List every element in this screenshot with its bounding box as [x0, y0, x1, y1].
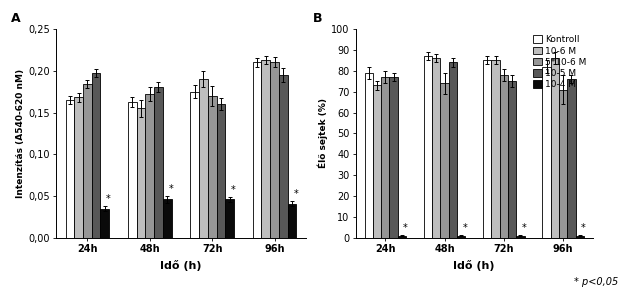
Bar — [492, 60, 500, 238]
Text: *: * — [581, 223, 586, 233]
Bar — [397, 236, 406, 238]
Bar — [508, 81, 516, 238]
Bar — [457, 236, 466, 238]
Bar — [389, 77, 397, 238]
Text: *: * — [168, 184, 173, 194]
Bar — [559, 90, 567, 238]
Bar — [154, 88, 163, 238]
Bar — [432, 58, 441, 238]
Bar — [364, 73, 373, 238]
Bar — [100, 209, 109, 238]
Bar — [74, 97, 83, 238]
Text: *: * — [462, 223, 467, 233]
Y-axis label: Élő sejtek (%): Élő sejtek (%) — [318, 98, 328, 168]
Bar — [381, 77, 389, 238]
X-axis label: Idő (h): Idő (h) — [454, 260, 495, 271]
Text: *: * — [106, 194, 111, 204]
Bar — [424, 56, 432, 238]
Bar — [217, 104, 225, 238]
Bar — [288, 204, 296, 238]
Text: *: * — [231, 185, 236, 195]
X-axis label: Idő (h): Idő (h) — [160, 260, 202, 271]
Text: A: A — [11, 12, 21, 25]
Bar — [66, 100, 74, 238]
Bar — [373, 85, 381, 238]
Text: *: * — [403, 223, 408, 233]
Bar — [261, 60, 270, 238]
Text: *: * — [293, 189, 298, 199]
Bar — [551, 58, 559, 238]
Bar — [279, 75, 288, 238]
Text: *: * — [522, 223, 527, 233]
Bar — [575, 236, 584, 238]
Bar — [128, 102, 137, 238]
Bar — [145, 94, 154, 238]
Bar — [225, 200, 234, 238]
Bar — [208, 96, 217, 238]
Bar — [137, 108, 145, 238]
Text: * p<0,05: * p<0,05 — [573, 277, 618, 287]
Bar — [199, 79, 208, 238]
Bar — [163, 200, 172, 238]
Bar — [516, 236, 525, 238]
Bar — [500, 75, 508, 238]
Bar — [441, 83, 449, 238]
Bar — [83, 84, 92, 238]
Legend: Kontroll, 10-6 M, 5*10-6 M, 10-5 M, 10-4 M: Kontroll, 10-6 M, 5*10-6 M, 10-5 M, 10-4… — [532, 34, 588, 91]
Bar — [270, 62, 279, 238]
Bar — [483, 60, 492, 238]
Bar — [542, 67, 551, 238]
Bar — [449, 62, 457, 238]
Bar — [92, 73, 100, 238]
Bar — [253, 62, 261, 238]
Y-axis label: Intenzítás (A540-620 nM): Intenzítás (A540-620 nM) — [16, 69, 26, 198]
Bar — [190, 92, 199, 238]
Text: B: B — [313, 12, 323, 25]
Bar — [567, 79, 575, 238]
